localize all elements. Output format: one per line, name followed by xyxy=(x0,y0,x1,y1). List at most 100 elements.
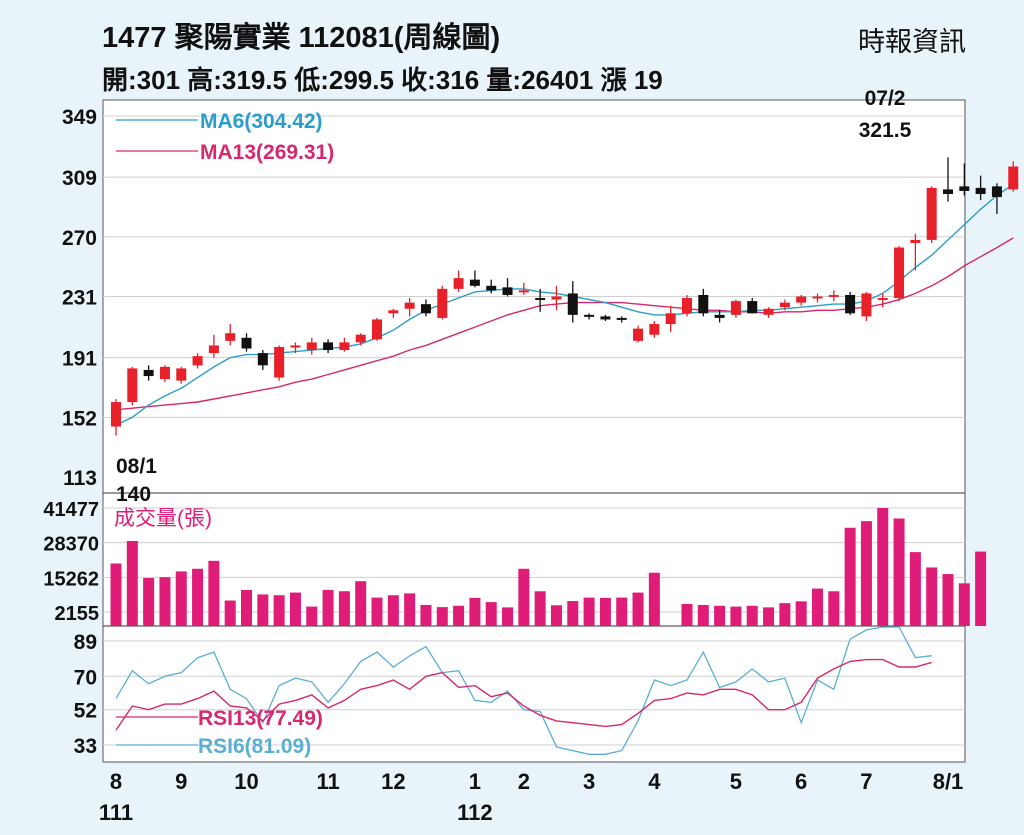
candle-body xyxy=(535,298,546,301)
rsi-tick-label: 89 xyxy=(74,631,97,654)
volume-tick-label: 28370 xyxy=(43,534,99,556)
x-tick-year-label: 112 xyxy=(457,800,493,825)
volume-bar xyxy=(371,597,383,626)
volume-bar xyxy=(355,581,367,626)
candle-body xyxy=(339,342,350,351)
x-tick-label: 8 xyxy=(110,769,122,794)
volume-bar xyxy=(648,572,660,626)
volume-bar xyxy=(828,591,840,626)
candle-body xyxy=(926,187,937,240)
volume-bar xyxy=(257,594,269,626)
volume-bar xyxy=(583,597,595,626)
candle-body xyxy=(763,308,774,315)
volume-bar xyxy=(143,578,155,626)
rsi13-line xyxy=(115,658,932,731)
candle-body xyxy=(747,301,758,314)
volume-bar xyxy=(779,603,791,626)
price-tick-label: 113 xyxy=(63,467,97,490)
candle-body xyxy=(469,279,480,286)
volume-bar xyxy=(518,568,530,626)
source-label: 時報資訊 xyxy=(858,27,966,57)
volume-panel-title: 成交量(張) xyxy=(114,507,212,530)
candle-body xyxy=(143,369,154,377)
candle-body xyxy=(796,296,807,303)
candle-body xyxy=(241,337,252,349)
candle-body xyxy=(159,366,170,380)
volume-bar xyxy=(224,600,236,626)
volume-bar xyxy=(714,605,726,626)
x-tick-label: 3 xyxy=(583,769,595,794)
candle-body xyxy=(943,189,953,195)
low-annotation-value: 140 xyxy=(116,483,151,506)
volume-bar xyxy=(746,605,758,626)
candle-body xyxy=(649,324,660,335)
candle-body xyxy=(306,342,317,351)
x-tick-label: 7 xyxy=(860,769,872,794)
volume-bar xyxy=(926,567,938,626)
volume-tick-label: 41477 xyxy=(43,499,99,521)
candle-body xyxy=(584,314,595,317)
price-quote: 開:301 高:319.5 低:299.5 收:316 量:26401 漲 19 xyxy=(102,65,663,95)
candle-body xyxy=(828,294,839,297)
candle-body xyxy=(714,314,725,318)
candle-body xyxy=(845,294,856,314)
volume-bar xyxy=(208,560,220,626)
x-tick-label: 5 xyxy=(730,769,742,794)
candle-body xyxy=(567,293,578,315)
candle-body xyxy=(323,342,334,351)
volume-bar xyxy=(599,597,611,626)
price-tick-label: 270 xyxy=(62,227,97,250)
candle-body xyxy=(616,317,627,320)
candle-body xyxy=(127,368,138,403)
volume-bar xyxy=(763,607,775,626)
plot-area xyxy=(102,99,966,763)
rsi-tick-label: 52 xyxy=(74,700,97,723)
volume-bar xyxy=(860,521,872,626)
high-annotation-value: 321.5 xyxy=(859,119,912,142)
volume-bar xyxy=(681,603,693,626)
x-tick-label: 9 xyxy=(175,769,187,794)
candle-body xyxy=(1008,166,1019,190)
candle-body xyxy=(274,346,285,378)
volume-bar xyxy=(241,589,253,626)
volume-bar xyxy=(322,589,334,626)
volume-bar xyxy=(567,601,579,626)
candle-body xyxy=(404,302,415,309)
candle-body xyxy=(502,287,513,295)
candle-body xyxy=(518,290,529,293)
candle-body xyxy=(991,186,1002,198)
volume-bar xyxy=(844,527,856,626)
volume-bar xyxy=(795,601,807,626)
volume-bar xyxy=(975,551,987,626)
low-annotation-date: 08/1 xyxy=(116,455,157,478)
volume-bar xyxy=(110,563,122,626)
volume-bar xyxy=(730,606,742,626)
rsi-tick-label: 70 xyxy=(74,666,97,689)
volume-bar xyxy=(338,591,350,626)
x-tick-label: 11 xyxy=(316,769,339,794)
candle-body xyxy=(698,294,709,314)
volume-bar xyxy=(306,606,318,626)
x-tick-label: 10 xyxy=(234,769,258,794)
volume-bar xyxy=(404,593,416,626)
volume-bar xyxy=(453,605,465,626)
candle-body xyxy=(877,298,888,301)
candle-body xyxy=(600,316,611,320)
volume-bar xyxy=(893,518,905,626)
x-tick-label: 4 xyxy=(648,769,661,794)
candle-body xyxy=(225,333,236,341)
candle-body xyxy=(894,247,905,299)
high-annotation-date: 07/2 xyxy=(865,87,906,110)
legend-label: RSI6(81.09) xyxy=(198,735,311,758)
volume-bar xyxy=(877,508,889,626)
x-tick-label: 12 xyxy=(381,769,405,794)
volume-bar xyxy=(616,597,628,626)
candle-body xyxy=(779,302,790,308)
volume-bar xyxy=(126,540,138,626)
volume-bar xyxy=(273,595,285,626)
candle-body xyxy=(388,310,399,314)
volume-bar xyxy=(485,602,497,626)
volume-bar xyxy=(289,592,301,626)
